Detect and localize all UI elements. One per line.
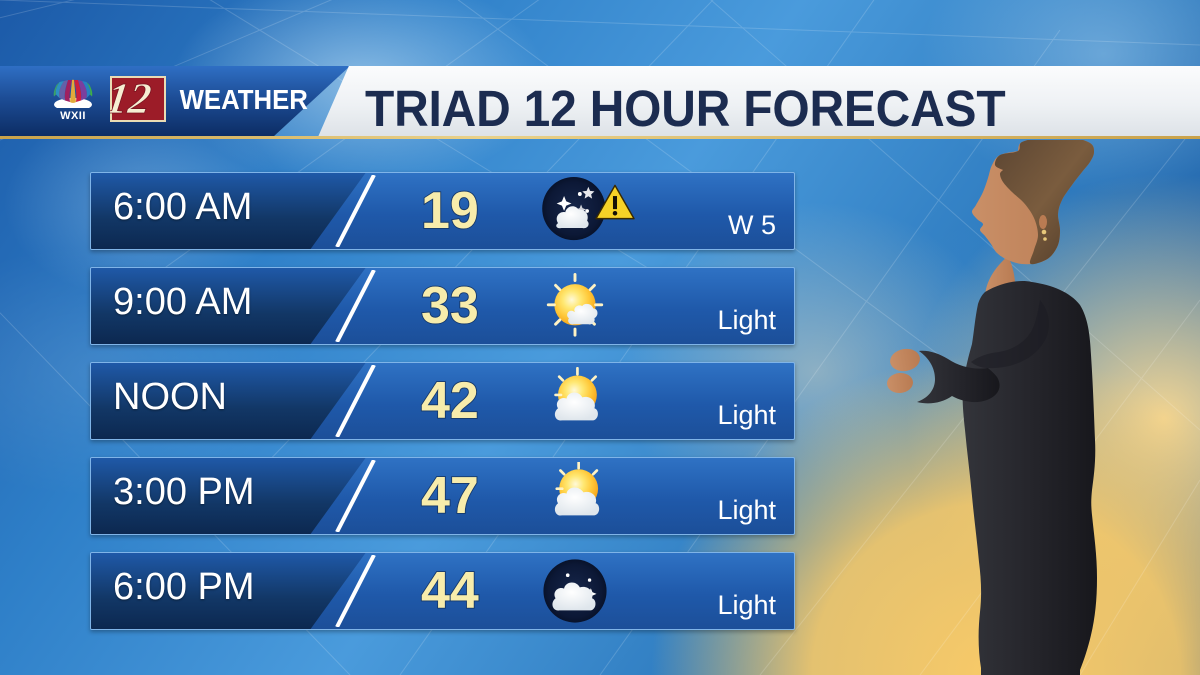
svg-text:12: 12: [110, 76, 154, 122]
